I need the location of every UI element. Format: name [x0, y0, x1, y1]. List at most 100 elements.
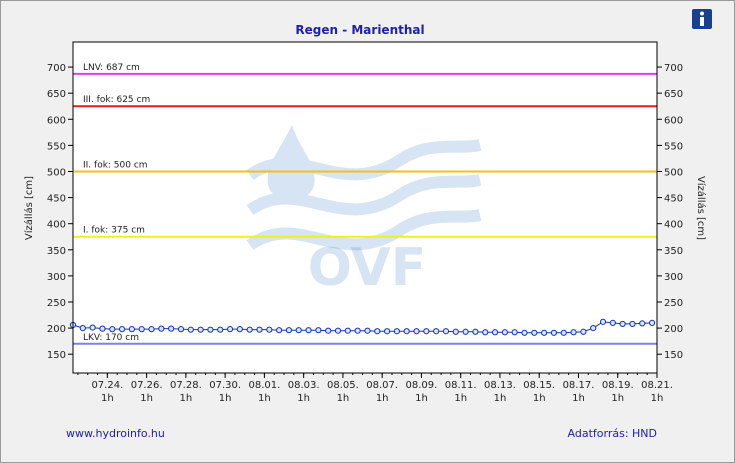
data-point — [599, 318, 607, 325]
data-point — [89, 324, 96, 331]
y-tick-label: 300 — [47, 272, 66, 283]
threshold-label: III. fok: 625 cm — [83, 95, 150, 105]
data-point — [521, 329, 528, 336]
y-tick-label: 150 — [47, 350, 66, 361]
data-point — [482, 329, 489, 336]
data-point — [177, 326, 185, 333]
y-axis-label: Vízállás [cm] — [23, 176, 35, 240]
y2-tick-label: 650 — [664, 89, 683, 100]
data-point — [383, 328, 391, 335]
y2-tick-label: 250 — [664, 298, 683, 309]
y-tick-label: 400 — [47, 220, 66, 231]
threshold-label: LKV: 170 cm — [83, 333, 139, 343]
x-tick-label: 08.17. 1h — [563, 380, 595, 404]
y-tick-label: 650 — [47, 89, 66, 100]
y2-tick-label: 350 — [664, 246, 683, 257]
data-point — [570, 329, 577, 336]
footer-right: Adatforrás: HND — [568, 427, 657, 440]
y2-tick-label: 450 — [664, 194, 683, 205]
data-point — [580, 328, 587, 335]
data-point — [609, 319, 616, 326]
data-point — [285, 327, 293, 334]
data-point — [648, 319, 656, 326]
y-tick-label: 550 — [47, 141, 66, 152]
y2-tick-label: 400 — [664, 220, 683, 231]
y2-axis-label: Vízállás [cm] — [695, 176, 707, 240]
x-tick-label: 08.05. 1h — [327, 380, 359, 404]
watermark: OVF — [308, 238, 427, 298]
x-tick-label: 07.30. 1h — [209, 380, 241, 404]
data-point — [393, 328, 400, 335]
y-tick-label: 700 — [47, 63, 66, 74]
data-point — [511, 329, 518, 336]
plot-area — [73, 42, 657, 373]
data-point — [462, 328, 469, 335]
data-point — [560, 329, 567, 336]
data-point — [128, 326, 135, 333]
y2-tick-label: 500 — [664, 167, 683, 178]
data-point — [168, 325, 175, 332]
data-point — [452, 328, 459, 335]
x-tick-label: 08.01. 1h — [248, 380, 280, 404]
data-point — [207, 326, 214, 333]
data-point — [295, 327, 302, 334]
data-point — [472, 328, 479, 335]
data-point — [541, 329, 548, 336]
data-point — [619, 320, 626, 328]
data-point — [423, 328, 430, 335]
y-tick-label: 350 — [47, 246, 66, 257]
x-tick-label: 08.13. 1h — [484, 380, 516, 404]
data-point — [138, 326, 145, 333]
data-point — [256, 326, 263, 333]
info-icon[interactable] — [692, 9, 712, 29]
threshold-label: LNV: 687 cm — [83, 63, 140, 73]
y2-tick-label: 300 — [664, 272, 683, 283]
x-tick-label: 08.21. 1h — [641, 380, 673, 404]
data-point — [305, 327, 312, 334]
x-tick-label: 08.03. 1h — [288, 380, 320, 404]
x-tick-label: 07.24. 1h — [91, 380, 123, 404]
chart-title: Regen - Marienthal — [295, 23, 424, 37]
data-point — [344, 327, 351, 334]
y-tick-label: 200 — [47, 324, 66, 335]
data-point — [550, 329, 558, 336]
x-tick-label: 08.11. 1h — [445, 380, 477, 404]
data-point — [590, 325, 597, 332]
data-point — [79, 325, 86, 332]
data-point — [403, 328, 410, 335]
data-point — [629, 320, 636, 328]
footer-left: www.hydroinfo.hu — [66, 427, 165, 440]
data-point — [639, 320, 646, 327]
watermark-logo — [246, 125, 482, 251]
x-tick-label: 08.19. 1h — [602, 380, 634, 404]
x-tick-label: 08.07. 1h — [366, 380, 398, 404]
y2-tick-label: 150 — [664, 350, 683, 361]
data-point — [197, 326, 204, 333]
x-tick-label: 08.09. 1h — [406, 380, 438, 404]
data-point — [325, 327, 332, 334]
data-point — [374, 328, 381, 335]
data-point — [501, 329, 508, 336]
data-point — [266, 326, 273, 333]
y-tick-label: 250 — [47, 298, 66, 309]
data-point — [531, 329, 538, 336]
y-tick-label: 600 — [47, 115, 66, 126]
data-point — [433, 328, 440, 335]
data-point — [364, 327, 371, 334]
y2-tick-label: 600 — [664, 115, 683, 126]
data-point — [187, 326, 194, 333]
info-glyph — [700, 17, 704, 26]
data-point — [413, 328, 420, 335]
data-point — [334, 327, 342, 334]
x-tick-label: 08.15. 1h — [523, 380, 555, 404]
x-tick-label: 07.26. 1h — [131, 380, 163, 404]
data-point — [109, 326, 116, 333]
data-point — [217, 326, 224, 333]
plot-frame — [72, 41, 658, 374]
threshold-label: II. fok: 500 cm — [83, 160, 148, 170]
data-point — [491, 329, 499, 336]
data-point — [99, 325, 106, 332]
threshold-label: I. fok: 375 cm — [83, 226, 145, 236]
data-point — [236, 326, 243, 333]
